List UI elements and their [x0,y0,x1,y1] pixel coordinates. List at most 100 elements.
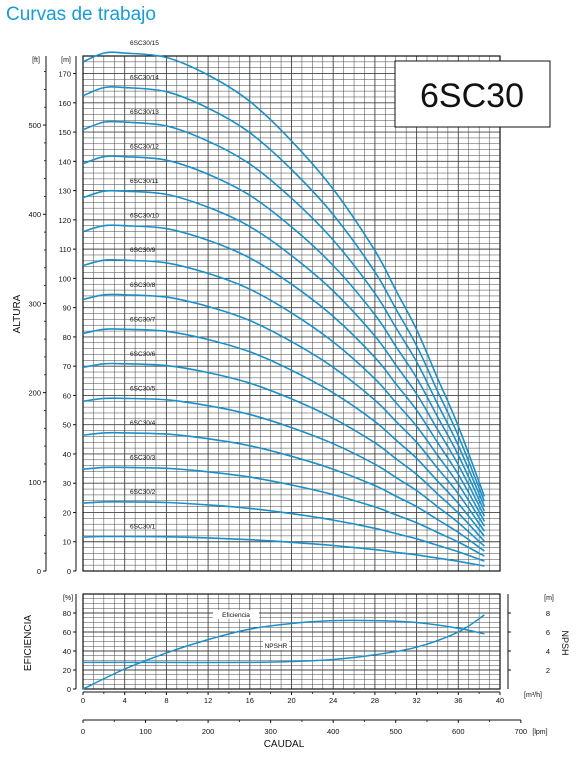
curve-label-6: 6SC30/6 [130,351,156,358]
pct-tick-label: 80 [63,609,71,618]
m-tick-label: 70 [63,362,71,371]
ft-tick-label: 0 [37,567,41,576]
npsh-unit-label: [m] [544,595,554,602]
ft-tick-label: 400 [28,210,41,219]
lpm-tick-label: 200 [202,727,215,736]
x-tick-label: 24 [329,696,337,705]
ft-tick-label: 300 [28,299,41,308]
curve-label-14: 6SC30/14 [130,75,159,82]
x-tick-label: 28 [371,696,379,705]
curve-label-8: 6SC30/8 [130,282,156,289]
pct-tick-label: 40 [63,647,71,656]
m-tick-label: 0 [67,567,71,576]
curve-label-11: 6SC30/11 [130,178,159,185]
head-curve-15 [82,51,486,497]
curves [82,51,486,690]
pct-tick-label: 0 [67,685,71,694]
curve-label-4: 6SC30/4 [130,420,156,427]
curve-label-13: 6SC30/13 [130,109,159,116]
head-axis-title: ALTURA [12,294,23,333]
curve-label-3: 6SC30/3 [130,454,156,461]
head-plot-frame [82,55,501,572]
ft-tick-label: 200 [28,389,41,398]
x-tick-label: 8 [164,696,168,705]
curve-label-12: 6SC30/12 [130,144,159,151]
m-unit-label: [m] [61,57,71,64]
m-tick-label: 90 [63,304,71,313]
axes: [m]0102030405060708090100110120130140150… [12,56,570,750]
head-curve-11 [82,189,486,517]
m-tick-label: 140 [58,157,71,166]
head-curve-2 [82,500,485,562]
m-tick-label: 120 [58,216,71,225]
head-curve-12 [82,155,486,512]
m-tick-label: 100 [58,274,71,283]
x-tick-label: 32 [412,696,420,705]
pct-tick-label: 60 [63,628,71,637]
m-tick-label: 40 [63,450,71,459]
m-tick-label: 80 [63,333,71,342]
x-axis-title: CAUDAL [264,739,305,750]
m-tick-label: 50 [63,421,71,430]
curve-label-1: 6SC30/1 [130,523,156,530]
m-tick-label: 130 [58,187,71,196]
curve-label-15: 6SC30/15 [130,40,159,47]
m-tick-label: 150 [58,128,71,137]
head-curve-1 [82,535,485,567]
npsh-tick-label: 2 [546,666,550,675]
lpm-tick-label: 600 [452,727,465,736]
npshr-curve [83,614,485,664]
npsh-tick-label: 8 [546,609,550,618]
x-tick-label: 36 [454,696,462,705]
page-title: Curvas de trabajo [6,4,156,25]
x-tick-label: 0 [81,696,85,705]
lpm-tick-label: 700 [515,727,528,736]
npsh-axis-title: NPSH [560,630,570,655]
efficiency-plot-frame [82,593,501,690]
head-curve-4 [82,431,485,552]
lpm-unit-label: [lpm] [532,729,547,736]
m-tick-label: 110 [59,245,71,254]
head-curve-14 [82,86,486,502]
curve-label-7: 6SC30/7 [130,316,156,323]
x-unit-label: [m³/h] [524,692,542,699]
x-tick-label: 12 [204,696,212,705]
lpm-tick-label: 500 [389,727,402,736]
curve-label-9: 6SC30/9 [130,247,156,254]
curve-label-2: 6SC30/2 [130,489,156,496]
curve-label-5: 6SC30/5 [130,385,156,392]
m-tick-label: 10 [63,538,71,547]
ft-tick-label: 100 [28,478,41,487]
m-tick-label: 160 [58,99,71,108]
x-tick-label: 40 [496,696,504,705]
npsh-tick-label: 6 [546,628,550,637]
head-curve-3 [82,466,485,557]
x-tick-label: 20 [287,696,295,705]
efficiency-axis-title: EFICIENCIA [23,615,34,671]
m-tick-label: 60 [63,391,71,400]
head-curve-5 [82,397,485,547]
npsh-tick-label: 4 [546,647,550,656]
x-tick-label: 16 [246,696,254,705]
efficiency-curve [82,619,485,690]
efficiency-grid [82,593,501,690]
pct-unit-label: [%] [63,595,73,602]
x-tick-label: 4 [123,696,127,705]
lpm-tick-label: 300 [264,727,277,736]
ft-tick-label: 500 [28,121,41,130]
pct-tick-label: 20 [63,666,71,675]
m-tick-label: 170 [58,70,71,79]
curve-label-10: 6SC30/10 [130,213,159,220]
m-tick-label: 20 [63,508,71,517]
lpm-tick-label: 100 [139,727,152,736]
series-label-bg [213,610,259,619]
series-label-npshr: NPSHR [265,643,288,650]
labels: 6SC30 6SC30/1 6SC30/2 6SC30/3 6SC30/4 6SC30/5… [130,40,551,650]
m-tick-label: 30 [63,479,71,488]
head-curve-13 [82,120,486,507]
head-curve-8 [82,293,486,532]
series-label-efficiency: Eficiencia [222,612,250,619]
head-curve-10 [82,224,486,522]
model-label: 6SC30 [420,77,524,115]
